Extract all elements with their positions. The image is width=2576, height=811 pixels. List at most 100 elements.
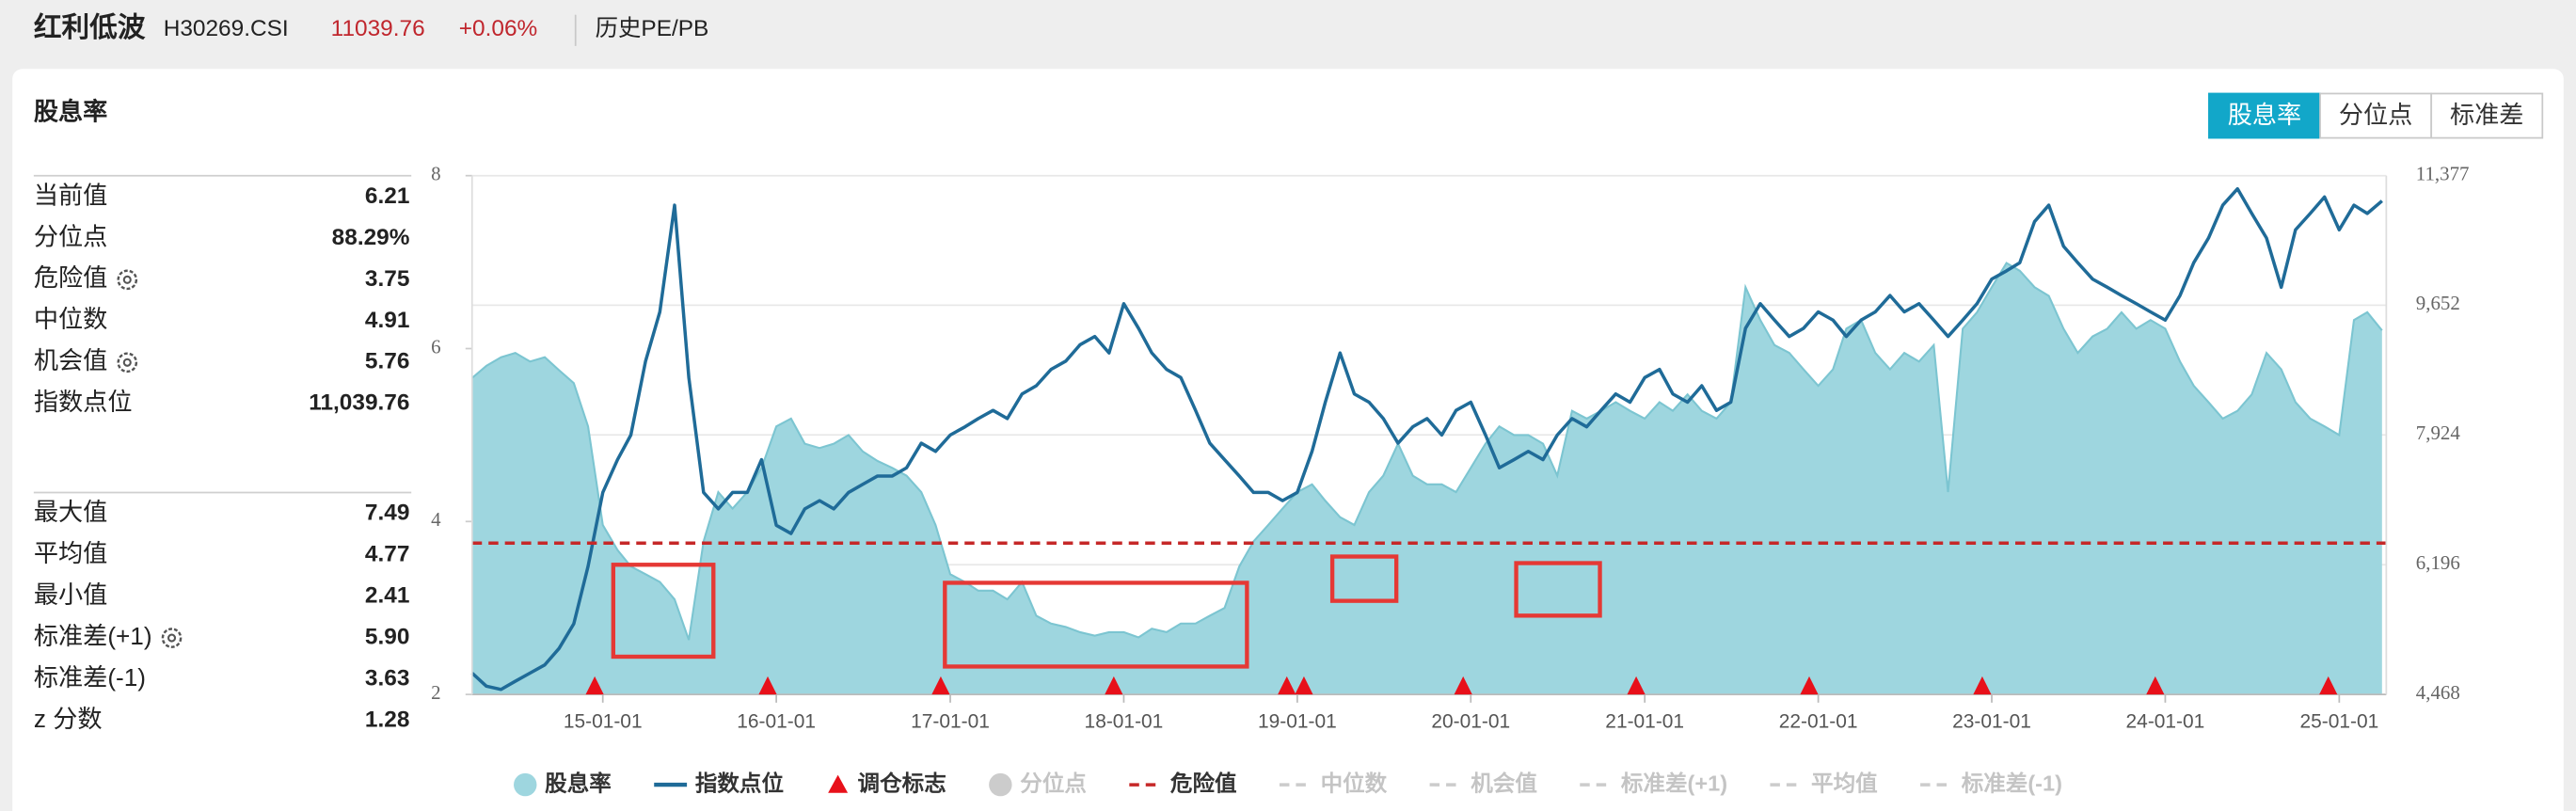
rebalance-marker (585, 676, 604, 695)
x-tick-label: 20-01-01 (1431, 710, 1510, 732)
legend-label[interactable]: 分位点 (1020, 770, 1087, 795)
stat-value: 11,039.76 (309, 390, 409, 416)
stat-label: 当前值 (34, 181, 107, 209)
plot: 4,468 6,196 7,924 9,652 11,377 2 4 6 8 15-01-01 16… (431, 163, 2469, 733)
stat-value: 4.91 (365, 308, 410, 333)
rebalance-marker (2146, 676, 2165, 695)
rebalance-marker (1800, 676, 1819, 695)
tab[interactable] (2208, 92, 2321, 139)
settings-icon[interactable] (117, 269, 138, 291)
stats: 当前值 6.21 分位点 88.29% 危险值 3.75 中位数 4.91 机会值 5.76 指数点… (33, 174, 412, 733)
stat-label: 最大值 (34, 498, 107, 526)
x-tick-label: 17-01-01 (911, 710, 990, 732)
stat-value: 88.29% (332, 225, 410, 250)
stat-label: 最小值 (34, 580, 107, 609)
y2-tick-label: 7,924 (2416, 421, 2461, 444)
stat-label: 标准差(-1) (34, 663, 146, 692)
highlight-box (1329, 554, 1399, 603)
stat-value: 4.77 (365, 542, 410, 567)
x-tick-label: 18-01-01 (1085, 710, 1164, 732)
settings-icon-core (122, 275, 132, 284)
x-tick-label: 24-01-01 (2126, 710, 2205, 732)
stat-label: 机会值 (34, 346, 107, 374)
y-tick-label: 8 (431, 163, 440, 185)
stat-value: 3.63 (365, 666, 410, 692)
y2-tick-label: 11,377 (2416, 163, 2470, 185)
y-tick-label: 2 (431, 681, 440, 704)
rebalance-marker (1105, 676, 1123, 695)
tab-group: 股息率 分位点 标准差 (2208, 92, 2544, 139)
yield-edge (471, 262, 2383, 641)
y-tick-label: 4 (431, 508, 441, 531)
legend-label[interactable]: 指数点位 (695, 770, 784, 795)
highlight-box (1514, 561, 1602, 618)
rebalance-marker (1295, 676, 1313, 695)
rebalance-marker (1973, 676, 1992, 695)
rebalance-marker (1627, 676, 1646, 695)
legend-swatch (828, 774, 849, 793)
x-tick-label: 23-01-01 (1952, 710, 2031, 732)
annotations (611, 554, 1602, 669)
panel-title: 股息率 (34, 97, 107, 125)
settings-icon-core (122, 358, 132, 367)
stat-value: 5.76 (365, 349, 410, 374)
settings-icon-core (167, 633, 177, 643)
tab-label[interactable]: 分位点 (2339, 101, 2412, 129)
x-tick-label: 25-01-01 (2299, 710, 2378, 732)
legend-swatch (989, 772, 1012, 797)
x-tick-label: 16-01-01 (737, 710, 816, 732)
legend-label[interactable]: 中位数 (1321, 770, 1388, 795)
legend-label[interactable]: 标准差(+1) (1621, 770, 1727, 795)
settings-icon[interactable] (117, 352, 138, 374)
stat-value: 6.21 (365, 183, 410, 209)
stat-label: 标准差(+1) (34, 622, 152, 650)
stat-label: 平均值 (34, 539, 107, 567)
legend: 股息率 指数点位 调仓标志 分位点 危险值 中位数 机会值 标准差(+1) 平均值 标准差(-1) (514, 770, 2062, 797)
rebalance-marker (1278, 676, 1296, 695)
highlight-box (943, 580, 1249, 669)
x-tick-label: 19-01-01 (1258, 710, 1337, 732)
rebalance-marker (2319, 676, 2338, 695)
stat-label: 中位数 (34, 305, 107, 333)
stat-value: 3.75 (365, 266, 410, 292)
settings-icon[interactable] (161, 628, 183, 648)
index-change: +0.06% (459, 16, 537, 41)
y-tick-label: 6 (431, 335, 440, 358)
legend-label[interactable]: 机会值 (1471, 770, 1537, 795)
x-tick-label: 21-01-01 (1605, 710, 1684, 732)
index-price: 11039.76 (331, 16, 425, 41)
y2-tick-label: 9,652 (2416, 292, 2460, 314)
x-tick-label: 15-01-01 (564, 710, 643, 732)
stat-label: z 分数 (34, 705, 103, 733)
legend-label[interactable]: 标准差(-1) (1962, 770, 2062, 795)
history-link[interactable]: 历史PE/PB (596, 16, 709, 41)
x-tick-label: 22-01-01 (1779, 710, 1858, 732)
tab-label[interactable]: 股息率 (2228, 101, 2301, 129)
rebalance-marker (1454, 676, 1472, 695)
stat-label: 分位点 (34, 222, 107, 250)
index-name: 红利低波 (34, 12, 146, 43)
tab-label[interactable]: 标准差 (2450, 101, 2523, 129)
tab[interactable] (2430, 92, 2544, 139)
index-line (470, 186, 2383, 692)
yield-area (471, 262, 2382, 695)
stat-label: 危险值 (34, 263, 107, 292)
rebalance-marker (758, 676, 777, 695)
highlight-box (611, 563, 716, 660)
legend-label[interactable]: 危险值 (1170, 770, 1237, 795)
y2-tick-label: 6,196 (2416, 551, 2460, 574)
rebalance-marker (931, 676, 950, 695)
stat-value: 7.49 (365, 501, 410, 526)
legend-label[interactable]: 股息率 (545, 770, 612, 795)
legend-swatch (514, 772, 537, 797)
index-code: H30269.CSI (164, 16, 289, 41)
stat-value: 1.28 (365, 707, 410, 732)
y2-tick-label: 4,468 (2416, 681, 2460, 704)
stat-value: 5.90 (365, 625, 410, 650)
legend-label[interactable]: 调仓标志 (858, 770, 946, 795)
legend-label[interactable]: 平均值 (1811, 770, 1878, 795)
stat-label: 指数点位 (34, 388, 133, 416)
stat-value: 2.41 (365, 583, 410, 609)
